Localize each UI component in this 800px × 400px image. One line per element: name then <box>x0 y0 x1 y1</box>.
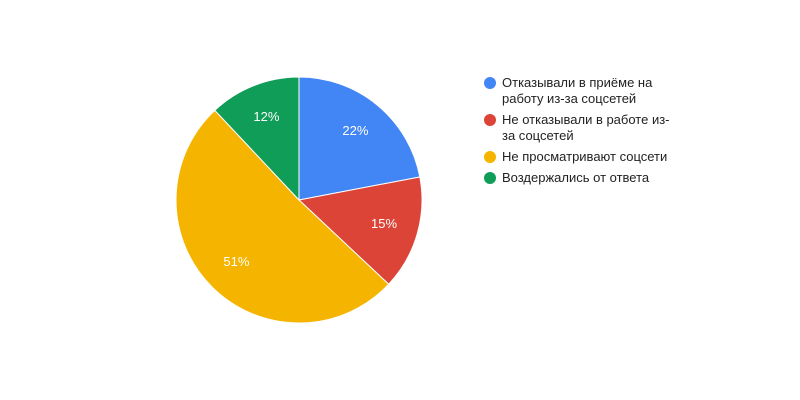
slice-label: 51% <box>223 254 249 269</box>
legend-item: Не просматривают соцсети <box>484 149 684 165</box>
slice-label: 15% <box>371 216 397 231</box>
legend-item: Воздержались от ответа <box>484 170 684 186</box>
pie-slice <box>298 76 421 201</box>
legend-item: Отказывали в приёме на работу из-за соцс… <box>484 75 684 107</box>
legend-marker <box>484 151 496 163</box>
legend-label: Не отказывали в работе из-за соцсетей <box>502 112 670 143</box>
pie-slice <box>297 176 423 285</box>
slice-label: 12% <box>253 109 279 124</box>
legend-item: Не отказывали в работе из-за соцсетей <box>484 112 684 144</box>
legend-label: Отказывали в приёме на работу из-за соцс… <box>502 75 653 106</box>
legend-marker <box>484 114 496 126</box>
legend-marker <box>484 77 496 89</box>
pie-slice <box>175 109 390 324</box>
legend-label: Не просматривают соцсети <box>502 149 668 164</box>
legend-marker <box>484 172 496 184</box>
slice-label: 22% <box>342 123 368 138</box>
legend-label: Воздержались от ответа <box>502 170 650 185</box>
legend: Отказывали в приёме на работу из-за соцс… <box>484 75 684 191</box>
pie-slice <box>214 76 300 202</box>
